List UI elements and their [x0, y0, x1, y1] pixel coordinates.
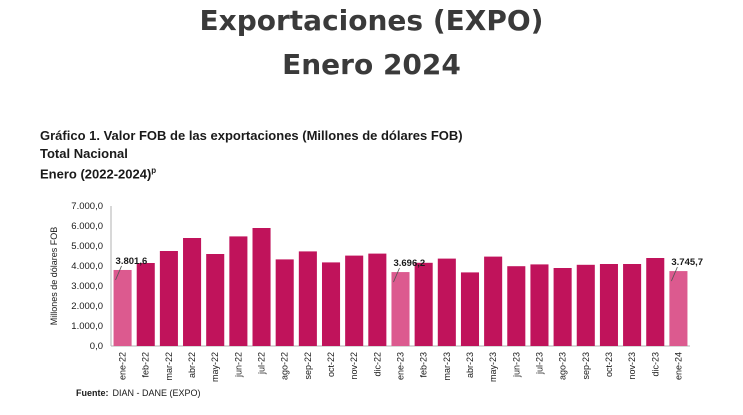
x-tick-label: mar-23 [442, 352, 452, 381]
bar-nov-22 [345, 255, 364, 346]
bar-ene-22 [113, 269, 132, 346]
y-tick-label: 5.000,0 [71, 241, 103, 252]
bar-mar-23 [437, 258, 456, 346]
x-tick-label: sep-23 [581, 352, 591, 380]
source-text: DIAN - DANE (EXPO) [112, 388, 201, 398]
chart-period-mark: p [151, 166, 157, 175]
bar-dic-23 [646, 258, 665, 346]
y-tick-label: 0,0 [90, 341, 103, 352]
bar-ago-23 [553, 268, 572, 346]
x-tick-label: feb-23 [419, 352, 429, 378]
y-tick-label: 6.000,0 [71, 221, 103, 232]
x-tick-label: feb-22 [141, 352, 151, 378]
x-tick-label: jul-22 [257, 352, 267, 375]
data-label-leader [115, 265, 122, 281]
x-tick-label: ago-22 [280, 352, 290, 380]
chart-period: Enero (2022-2024)p [40, 163, 156, 182]
bar-jun-22 [229, 236, 248, 346]
bar-may-22 [206, 254, 225, 346]
bar-oct-22 [321, 262, 341, 346]
bar-jul-22 [252, 228, 271, 346]
bar-abr-22 [183, 238, 202, 346]
x-tick-label: may-23 [488, 352, 498, 382]
data-label: 3.696,2 [393, 258, 425, 269]
bar-sep-23 [576, 264, 595, 346]
bar-ene-24 [669, 271, 688, 346]
x-tick-label: ene-22 [118, 352, 128, 380]
bar-jul-23 [530, 264, 549, 346]
x-tick-label: jun-22 [233, 352, 243, 378]
x-tick-label: oct-22 [326, 352, 336, 377]
x-tick-label: oct-23 [604, 352, 614, 377]
chart-caption: Gráfico 1. Valor FOB de las exportacione… [40, 128, 463, 143]
x-tick-label: jul-23 [534, 352, 544, 375]
page-title: Exportaciones (EXPO) [199, 4, 544, 37]
x-tick-label: nov-23 [627, 352, 637, 380]
x-tick-label: ago-23 [558, 352, 568, 380]
x-tick-label: jun-23 [511, 352, 521, 378]
y-tick-label: 4.000,0 [71, 261, 103, 272]
x-tick-label: ene-24 [673, 352, 683, 380]
page-subtitle: Enero 2024 [282, 48, 461, 81]
data-label: 3.801,6 [116, 256, 148, 267]
x-tick-label: dic-23 [650, 352, 660, 377]
bar-mar-22 [159, 251, 178, 346]
chart-subtitle: Total Nacional [40, 146, 128, 161]
x-tick-label: ene-23 [396, 352, 406, 380]
bar-ene-23 [391, 272, 410, 346]
chart-period-text: Enero (2022-2024) [40, 166, 152, 182]
data-label-leader [393, 267, 400, 283]
y-tick-label: 1.000,0 [71, 321, 103, 332]
y-tick-label: 3.000,0 [71, 281, 103, 292]
x-tick-label: nov-22 [349, 352, 359, 380]
bar-oct-23 [599, 264, 618, 346]
y-tick-label: 7.000,0 [71, 201, 103, 212]
bar-may-23 [484, 256, 503, 346]
bar-ago-22 [275, 259, 294, 346]
bar-feb-22 [136, 263, 155, 346]
x-tick-label: abr-22 [187, 352, 197, 378]
x-tick-label: mar-22 [164, 352, 174, 381]
data-label-leader [671, 266, 678, 282]
x-tick-label: abr-23 [465, 352, 475, 378]
bar-feb-23 [414, 262, 433, 346]
source-label: Fuente: [76, 388, 109, 398]
bar-abr-23 [460, 272, 480, 346]
bar-dic-22 [368, 253, 387, 346]
bar-sep-22 [298, 251, 317, 346]
data-label: 3.745,7 [671, 257, 703, 268]
bar-chart: Millones de dólares FOB 0,0 1.000,0 2.000,0… [49, 201, 703, 382]
bar-nov-23 [623, 264, 642, 346]
x-tick-label: may-22 [210, 352, 220, 382]
x-tick-label: sep-22 [303, 352, 313, 380]
source-note: Fuente: DIAN - DANE (EXPO) [76, 388, 201, 398]
y-tick-label: 2.000,0 [71, 301, 103, 312]
y-axis-label: Millones de dólares FOB [49, 227, 59, 326]
x-tick-label: dic-22 [372, 352, 382, 377]
bar-jun-23 [507, 266, 526, 346]
